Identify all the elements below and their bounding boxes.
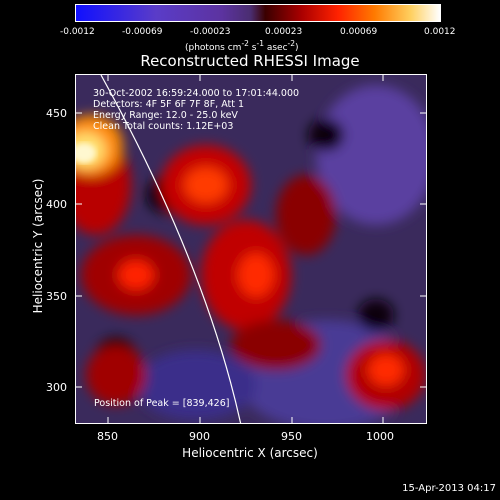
y-tick-400: 400 xyxy=(46,198,67,211)
y-tick-450: 450 xyxy=(46,107,67,120)
y-tick-300: 300 xyxy=(46,381,67,394)
colorbar-units: (photons cm-2 s-1 asec-2) xyxy=(185,39,299,53)
timestamp: 15-Apr-2013 04:17 xyxy=(402,483,496,494)
x-tick-1000: 1000 xyxy=(366,430,394,443)
colorbar-tick-1: -0.0012 xyxy=(60,27,95,37)
info-time-range: 30-Oct-2002 16:59:24.000 to 17:01:44.000 xyxy=(93,88,300,99)
x-tick-900: 900 xyxy=(189,430,210,443)
colorbar-tick-4: 0.00023 xyxy=(265,27,303,37)
colorbar-tick-2: -0.00069 xyxy=(122,27,163,37)
info-clean-counts: Clean Total counts: 1.12E+03 xyxy=(93,121,234,132)
colorbar xyxy=(75,4,441,22)
image-title: Reconstructed RHESSI Image xyxy=(140,52,360,70)
x-tick-950: 950 xyxy=(281,430,302,443)
peak-position: Position of Peak = [839,426] xyxy=(94,398,230,409)
info-detectors: Detectors: 4F 5F 6F 7F 8F, Att 1 xyxy=(93,99,245,110)
info-energy-range: Energy Range: 12.0 - 25.0 keV xyxy=(93,110,238,121)
colorbar-tick-3: -0.00023 xyxy=(190,27,231,37)
rhessi-image-plot: 30-Oct-2002 16:59:24.000 to 17:01:44.000… xyxy=(75,74,427,424)
x-tick-850: 850 xyxy=(97,430,118,443)
colorbar-tick-6: 0.0012 xyxy=(424,27,456,37)
x-axis-title: Heliocentric X (arcsec) xyxy=(182,446,318,460)
y-axis-title: Heliocentric Y (arcsec) xyxy=(31,178,45,314)
y-tick-350: 350 xyxy=(46,290,67,303)
rhessi-image xyxy=(76,75,426,423)
colorbar-tick-5: 0.00069 xyxy=(340,27,378,37)
